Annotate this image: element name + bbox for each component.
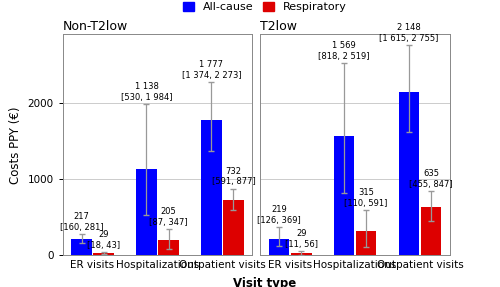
- Text: 205
[87, 347]: 205 [87, 347]: [149, 207, 188, 227]
- Text: Non-T2low: Non-T2low: [62, 20, 128, 33]
- Y-axis label: Costs PPY (€): Costs PPY (€): [9, 106, 22, 184]
- Bar: [420, 207, 442, 255]
- Text: 732
[591, 877]: 732 [591, 877]: [212, 166, 256, 186]
- Bar: [334, 136, 354, 255]
- Bar: [398, 92, 419, 255]
- Text: T2low: T2low: [260, 20, 297, 33]
- Bar: [291, 253, 312, 255]
- Text: 217
[160, 281]: 217 [160, 281]: [60, 212, 104, 232]
- Bar: [356, 231, 376, 255]
- Bar: [201, 120, 222, 255]
- Text: 1 777
[1 374, 2 273]: 1 777 [1 374, 2 273]: [182, 60, 241, 80]
- Text: 29
[18, 43]: 29 [18, 43]: [87, 230, 120, 250]
- Text: 1 569
[818, 2 519]: 1 569 [818, 2 519]: [318, 41, 370, 61]
- Bar: [93, 253, 114, 255]
- Bar: [268, 239, 289, 255]
- Text: 315
[110, 591]: 315 [110, 591]: [344, 188, 388, 208]
- Text: 219
[126, 369]: 219 [126, 369]: [257, 205, 301, 225]
- Bar: [136, 169, 157, 255]
- Text: 1 138
[530, 1 984]: 1 138 [530, 1 984]: [120, 82, 172, 102]
- Bar: [223, 200, 244, 255]
- Bar: [71, 239, 92, 255]
- Text: 2 148
[1 615, 2 755]: 2 148 [1 615, 2 755]: [379, 24, 438, 43]
- Text: 29
[11, 56]: 29 [11, 56]: [284, 229, 318, 249]
- Text: Visit type: Visit type: [234, 277, 296, 287]
- Text: 635
[455, 847]: 635 [455, 847]: [409, 169, 453, 189]
- Bar: [158, 240, 179, 255]
- Legend: All-cause, Respiratory: All-cause, Respiratory: [181, 0, 349, 15]
